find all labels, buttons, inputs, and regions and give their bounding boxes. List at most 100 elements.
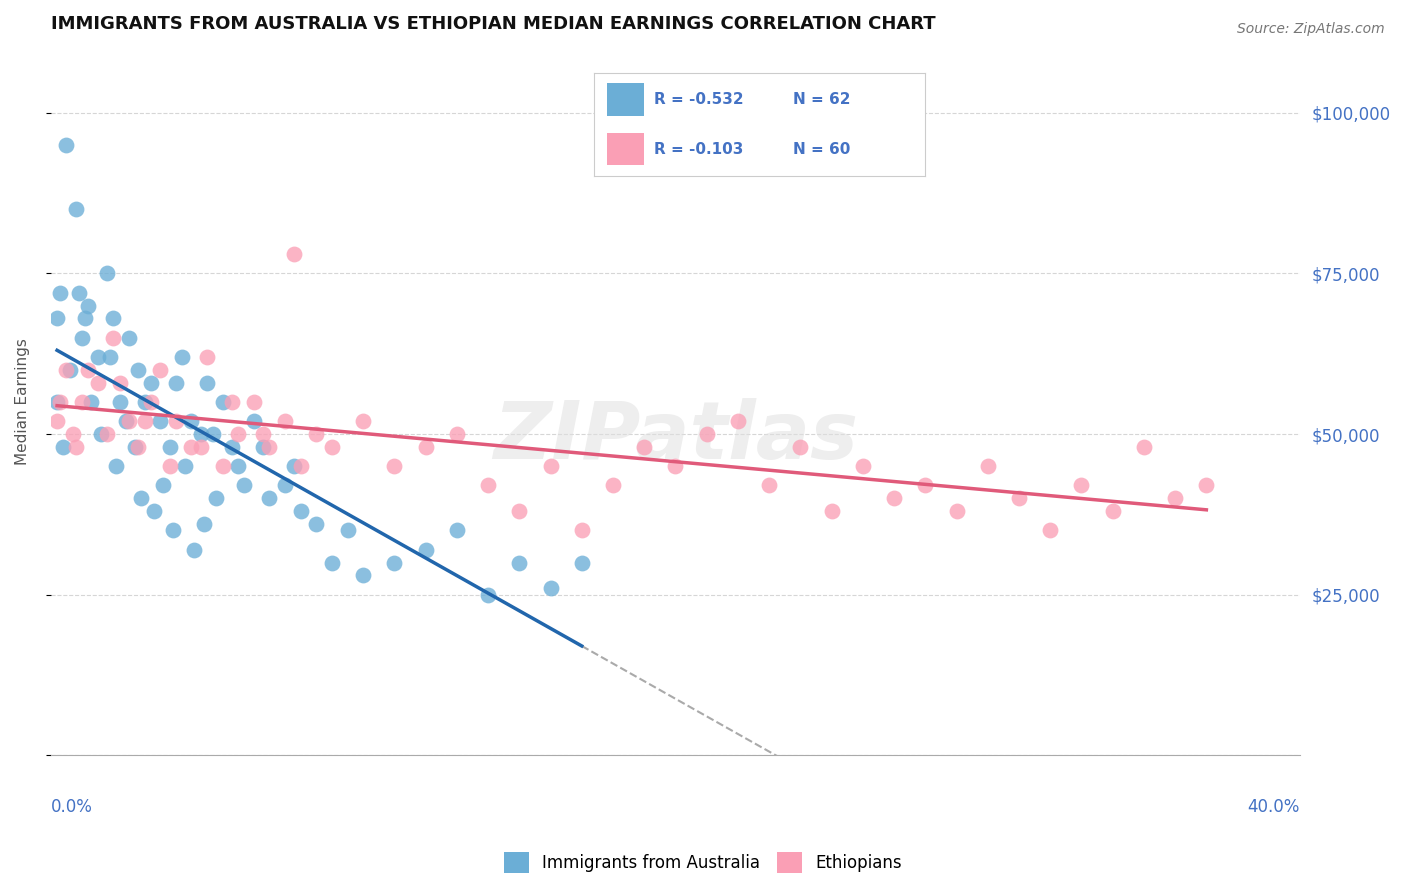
Point <box>1070 478 1092 492</box>
Point <box>540 459 562 474</box>
Point <box>62 427 84 442</box>
Point <box>226 427 249 442</box>
Point <box>540 581 562 595</box>
Point <box>103 331 125 345</box>
Point <box>290 459 312 474</box>
Point <box>103 311 125 326</box>
Point <box>77 298 100 312</box>
Point <box>758 478 780 492</box>
Point <box>233 478 256 492</box>
Point <box>127 440 149 454</box>
Point <box>252 440 274 454</box>
Point <box>174 459 197 474</box>
Point <box>90 427 112 442</box>
Point <box>134 395 156 409</box>
Point <box>1164 491 1187 506</box>
Point <box>305 516 328 531</box>
Point <box>75 311 97 326</box>
Point <box>211 459 233 474</box>
Point <box>180 440 202 454</box>
Point <box>55 363 77 377</box>
Point <box>508 556 530 570</box>
Point <box>159 440 181 454</box>
Point <box>49 285 72 300</box>
Point <box>139 395 162 409</box>
Point <box>336 524 359 538</box>
Point <box>602 478 624 492</box>
Point <box>190 440 212 454</box>
Point <box>205 491 228 506</box>
Point <box>65 202 87 216</box>
Point <box>664 459 686 474</box>
Point <box>108 395 131 409</box>
Point <box>259 491 281 506</box>
Point <box>195 350 218 364</box>
Point <box>180 414 202 428</box>
Point <box>55 137 77 152</box>
Point <box>382 459 405 474</box>
Point <box>46 395 69 409</box>
Point <box>633 440 655 454</box>
Point <box>508 504 530 518</box>
Point <box>86 350 108 364</box>
Point <box>193 516 215 531</box>
Point <box>80 395 103 409</box>
Point <box>1133 440 1156 454</box>
Text: Source: ZipAtlas.com: Source: ZipAtlas.com <box>1237 22 1385 37</box>
Point <box>259 440 281 454</box>
Point <box>149 363 172 377</box>
Text: IMMIGRANTS FROM AUSTRALIA VS ETHIOPIAN MEDIAN EARNINGS CORRELATION CHART: IMMIGRANTS FROM AUSTRALIA VS ETHIOPIAN M… <box>51 15 935 33</box>
Point <box>477 478 499 492</box>
Point <box>142 504 165 518</box>
Point <box>290 504 312 518</box>
Point <box>571 556 593 570</box>
Point <box>195 376 218 390</box>
Point <box>305 427 328 442</box>
Point <box>134 414 156 428</box>
Text: ZIPatlas: ZIPatlas <box>494 398 858 476</box>
Point <box>1039 524 1062 538</box>
Point <box>124 440 146 454</box>
Text: 40.0%: 40.0% <box>1247 797 1301 816</box>
Point <box>274 414 297 428</box>
Point <box>202 427 225 442</box>
Point <box>1008 491 1031 506</box>
Point <box>243 395 266 409</box>
Point <box>221 440 243 454</box>
Point <box>58 363 80 377</box>
Point <box>382 556 405 570</box>
Point <box>86 376 108 390</box>
Point <box>852 459 875 474</box>
Point <box>118 414 141 428</box>
Text: 0.0%: 0.0% <box>51 797 93 816</box>
Point <box>446 524 468 538</box>
Point <box>415 542 437 557</box>
Point <box>352 414 374 428</box>
Point <box>159 459 181 474</box>
Point <box>108 376 131 390</box>
Point <box>1101 504 1123 518</box>
Point <box>321 440 343 454</box>
Point <box>98 350 121 364</box>
Point <box>696 427 718 442</box>
Point <box>226 459 249 474</box>
Point <box>149 414 172 428</box>
Point <box>190 427 212 442</box>
Point <box>105 459 128 474</box>
Point <box>252 427 274 442</box>
Point <box>170 350 193 364</box>
Point <box>67 285 90 300</box>
Point <box>211 395 233 409</box>
Point <box>283 459 305 474</box>
Point <box>77 363 100 377</box>
Point <box>49 395 72 409</box>
Point <box>415 440 437 454</box>
Point <box>183 542 205 557</box>
Y-axis label: Median Earnings: Median Earnings <box>15 338 30 466</box>
Point <box>914 478 936 492</box>
Point <box>46 414 69 428</box>
Point <box>820 504 842 518</box>
Point <box>118 331 141 345</box>
Point <box>883 491 905 506</box>
Point <box>52 440 75 454</box>
